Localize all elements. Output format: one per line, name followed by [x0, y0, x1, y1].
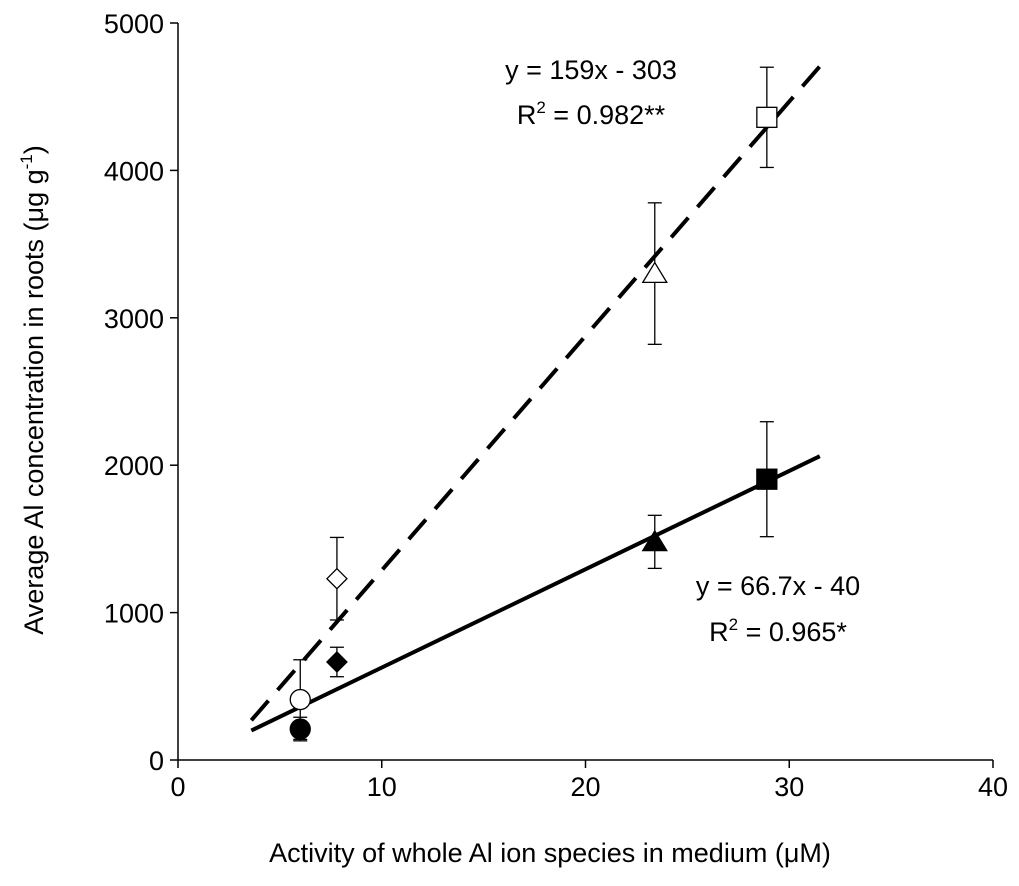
- dashed-fit-r2-superscript: 2: [536, 98, 545, 117]
- diamond-marker: [326, 651, 348, 673]
- y-axis-label-close: ): [19, 145, 49, 154]
- y-axis-label-superscript: -1: [17, 154, 36, 169]
- x-tick-label: 20: [570, 772, 600, 802]
- y-tick-label: 4000: [104, 156, 164, 186]
- x-tick-label: 30: [774, 772, 804, 802]
- solid-fit-line: [250, 454, 821, 733]
- axis-ticks: 0 10 20 30 40 0 1000 2000 3000 4000 5000: [104, 9, 1008, 802]
- solid-fit-r2-prefix: R: [709, 617, 729, 647]
- y-axis-label: Average Al concentration in roots (μg g-…: [17, 145, 49, 634]
- dashed-fit-r2-suffix: = 0.982**: [546, 100, 666, 130]
- dashed-fit-r2: R2 = 0.982**: [517, 98, 666, 130]
- triangle-marker: [641, 529, 668, 552]
- solid-fit-equation: y = 66.7x - 40: [696, 571, 860, 601]
- solid-fit-r2-suffix: = 0.965*: [738, 617, 847, 647]
- dashed-fit-line: [249, 65, 822, 722]
- square-marker: [756, 468, 778, 490]
- y-tick-label: 5000: [104, 9, 164, 39]
- y-tick-label: 3000: [104, 304, 164, 334]
- dashed-fit-equation: y = 159x - 303: [505, 55, 677, 85]
- x-axis-label: Activity of whole Al ion species in medi…: [269, 838, 831, 868]
- x-tick-label: 40: [978, 772, 1008, 802]
- solid-fit-r2: R2 = 0.965*: [709, 615, 847, 647]
- data-markers: [289, 106, 778, 740]
- solid-fit-r2-superscript: 2: [729, 615, 738, 634]
- circle-marker: [289, 688, 311, 711]
- triangle-marker: [641, 261, 668, 284]
- fit-lines: [249, 65, 822, 733]
- x-tick-label: 10: [367, 772, 397, 802]
- diamond-marker: [326, 567, 348, 590]
- y-tick-label: 2000: [104, 451, 164, 481]
- square-marker: [756, 106, 778, 128]
- x-tick-label: 0: [170, 772, 185, 802]
- circle-marker: [289, 718, 311, 740]
- axes: [177, 23, 993, 761]
- dashed-fit-r2-prefix: R: [517, 100, 537, 130]
- y-tick-label: 0: [149, 746, 164, 776]
- y-axis-label-main: Average Al concentration in roots (μg g: [19, 169, 49, 634]
- y-tick-label: 1000: [104, 599, 164, 629]
- error-bars: [293, 66, 774, 742]
